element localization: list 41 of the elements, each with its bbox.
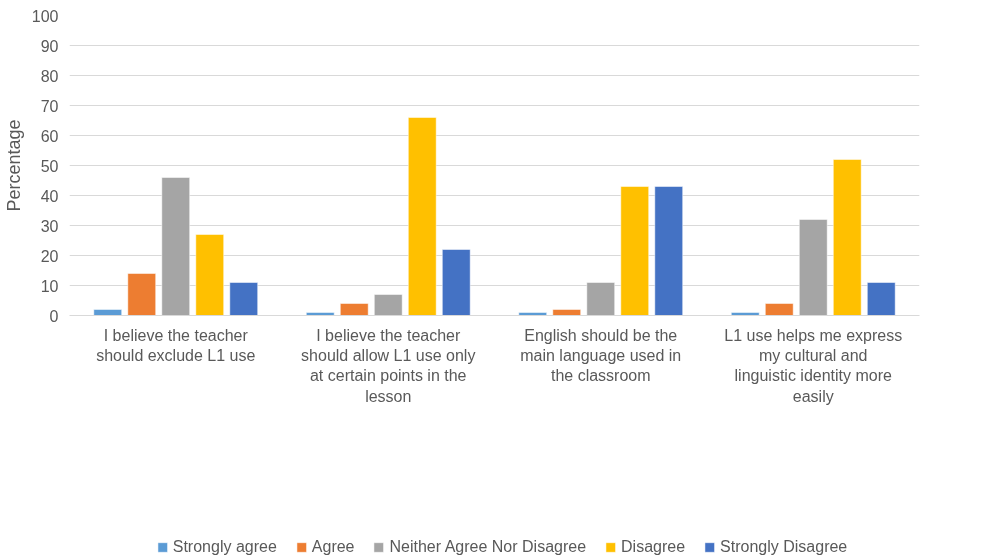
x-tick-label: I believe the teacher should exclude L1 use [96,326,256,364]
legend-label: Strongly Disagree [720,538,848,557]
y-tick-label: 90 [40,37,59,55]
y-tick-label: 40 [40,187,59,205]
bar [93,309,122,316]
y-tick-label: 0 [49,307,59,325]
bar [340,303,369,316]
legend-label: Neither Agree Nor Disagree [389,538,587,557]
x-tick-label: I believe the teacher should allow L1 use only at certain points in the lesson [301,326,476,405]
bar [731,312,760,316]
legend-label: Agree [311,538,355,557]
y-tick-label: 100 [31,7,59,25]
legend-label: Strongly agree [172,538,277,557]
bar [765,303,794,316]
x-tick-label: L1 use helps me express my cultural and linguistic identity more easily [724,326,903,405]
legend-label: Disagree [621,538,686,557]
y-tick-label: 80 [40,67,59,85]
bar [654,186,683,316]
bar [442,249,471,316]
bar [586,282,615,316]
y-tick-label: 70 [40,97,59,115]
y-axis-title: Percentage [3,119,24,212]
bar [799,219,828,316]
x-tick-label: English should be the main language used in the classroom [520,326,682,385]
bar [306,312,335,316]
bar [552,309,581,316]
bar [161,177,190,316]
bar [833,159,862,316]
y-tick-label: 30 [40,217,59,235]
y-tick-label: 20 [40,247,59,265]
bar [867,282,896,316]
y-tick-label: 60 [40,127,59,145]
bar [195,234,224,316]
y-tick-label: 50 [40,157,59,175]
bar [408,117,437,316]
bar [518,312,547,316]
bar [620,186,649,316]
y-tick-label: 10 [40,277,59,295]
bar [127,273,156,316]
bar [374,294,403,316]
bar [229,282,258,316]
